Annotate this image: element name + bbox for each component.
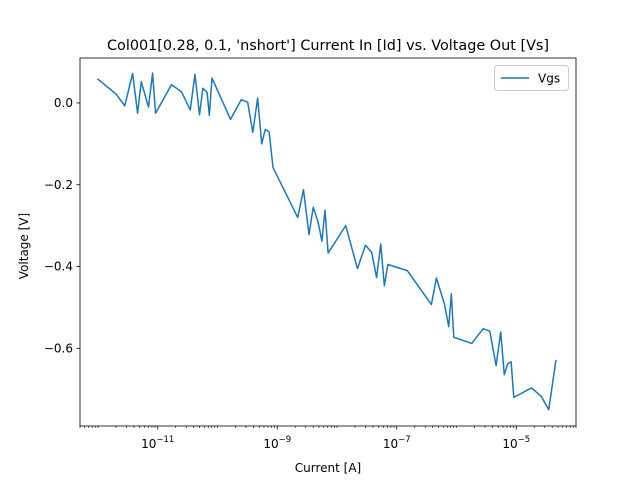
y-tick-label: 0.0: [54, 96, 73, 110]
series-line-vgs: [96, 72, 557, 411]
legend: Vgs: [494, 65, 569, 91]
plot-area: [96, 72, 557, 411]
x-tick-label: 10−11: [141, 435, 174, 451]
axes-frame: [79, 57, 577, 427]
y-tick-label: −0.4: [44, 260, 73, 274]
x-tick-label: 10−7: [383, 435, 411, 451]
x-tick-label: 10−9: [263, 435, 291, 451]
x-axis-label: Current [A]: [295, 461, 361, 475]
x-tick-label: 10−5: [502, 435, 530, 451]
legend-label: Vgs: [538, 72, 560, 86]
x-axis-ticks: 10−11 10−9 10−7 10−5: [79, 426, 577, 451]
y-axis-label: Voltage [V]: [17, 213, 31, 279]
chart-title: Col001[0.28, 0.1, 'nshort'] Current In […: [107, 38, 549, 54]
legend-box: [494, 65, 569, 91]
y-axis-ticks: 0.0 −0.2 −0.4 −0.6: [44, 96, 80, 356]
y-tick-label: −0.6: [44, 342, 73, 356]
y-tick-label: −0.2: [44, 178, 73, 192]
